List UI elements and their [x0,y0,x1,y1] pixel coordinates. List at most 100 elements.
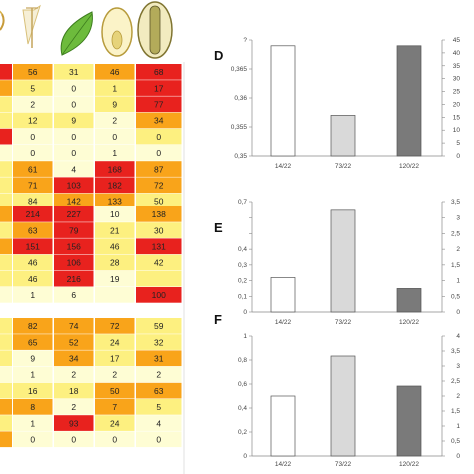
panel-label: F [214,312,222,327]
bar [396,385,422,457]
x-tick-label: 14/22 [275,163,292,170]
heatmap-cell [0,177,12,194]
heatmap-cell [95,270,135,287]
y-tick-label: 0,365 [231,66,248,73]
heatmap-cell-value: 7 [112,402,117,412]
heatmap-cell [0,238,12,255]
heatmap-cell [136,177,182,194]
heatmap-cell [95,145,135,161]
y2-tick-label: 0 [456,309,460,316]
heatmap-cell [13,80,53,96]
heatmap-cell [54,399,94,415]
heatmap-cell-value: 4 [156,418,161,428]
heatmap-cell [95,64,135,80]
heatmap-cell-value: 2 [71,402,76,412]
heatmap-cell [0,350,12,367]
y2-tick-label: 3,5 [451,348,460,355]
heatmap-cell-value: 32 [154,337,164,347]
y-tick-label: 0,7 [238,199,247,206]
heatmap-cell [54,128,94,145]
heatmap-cell [0,415,12,431]
heatmap-cell-value: 0 [30,148,35,158]
y2-tick-label: 10 [453,127,461,134]
y2-tick-label: 0,5 [451,438,460,445]
heatmap-cell [13,366,53,383]
heatmap-cell-value: 61 [28,164,38,174]
bar [330,355,356,457]
bar [396,288,422,313]
y2-tick-label: 30 [453,76,461,83]
y-tick-label: 0,36 [234,95,247,102]
y2-tick-label: 2 [456,246,460,253]
heatmap-cell [136,366,182,383]
heatmap-cell-value: 24 [110,418,120,428]
heatmap-cell [54,415,94,431]
leaf-icon [60,11,93,56]
heatmap-cell [54,193,94,210]
heatmap-cell [136,350,182,367]
x-tick-label: 14/22 [275,461,292,468]
heatmap-cell-value: 16 [28,386,38,396]
heatmap-cell-value: 72 [110,321,120,331]
heatmap-cell-value: 17 [110,354,120,364]
heatmap-cell-value: 5 [156,402,161,412]
heatmap-cell-value: 10 [110,209,120,219]
x-tick-label: 73/22 [335,461,352,468]
heatmap-cell-value: 0 [156,132,161,142]
heatmap-cell-value: 142 [67,197,81,207]
y2-tick-label: 1 [456,278,460,285]
y2-tick-label: 1,5 [451,408,460,415]
heatmap-cell-value: 9 [71,116,76,126]
heatmap-cell [54,287,94,303]
y-tick-label: 0,2 [238,278,247,285]
heatmap-cell-value: 28 [110,258,120,268]
heatmap-cell [0,382,12,399]
heatmap-cell-value: 1 [112,83,117,93]
heatmap-cell [13,415,53,431]
heatmap-cell-value: 63 [154,386,164,396]
heatmap-cell [95,366,135,383]
heatmap-cell-value: 46 [28,258,38,268]
heatmap-cell-value: 72 [154,181,164,191]
y-tick-label: 0,2 [238,429,247,436]
heatmap-cell [13,254,53,271]
heatmap-cell [13,287,53,303]
heatmap-cell [0,318,12,334]
heatmap-cell [54,145,94,161]
heatmap-cell-value: 2 [112,370,117,380]
heatmap-cell-value: 68 [154,67,164,77]
heatmap-cell [0,145,12,161]
bar [330,115,356,157]
heatmap-cell-value: 93 [69,418,79,428]
heatmap-cell [54,366,94,383]
y-tick-label: 0,355 [231,124,248,131]
y2-tick-label: 20 [453,101,461,108]
heatmap-cell-value: 30 [154,225,164,235]
heatmap-cell-value: 106 [67,258,81,268]
heatmap-cell-value: 63 [28,225,38,235]
heatmap-cell [95,382,135,399]
heatmap-cell [13,334,53,350]
heatmap-cell-value: 151 [26,242,40,252]
heatmap-cell-value: 46 [110,67,120,77]
x-tick-label: 120/22 [399,163,419,170]
heatmap-cell [95,334,135,350]
heatmap-cell [13,350,53,367]
y-tick-label: 0 [243,309,247,316]
heatmap-cell-value: 79 [69,225,79,235]
heatmap-column-icons [0,1,173,59]
y-tick-label: 1 [243,333,247,340]
heatmap-cell-value: 87 [154,164,164,174]
heatmap-cell-value: 31 [154,354,164,364]
heatmap-cell [95,287,135,303]
x-tick-label: 14/22 [275,319,292,326]
heatmap-cell-value: 50 [110,386,120,396]
heatmap-cell-value: 56 [28,67,38,77]
heatmap-cell-value: 82 [28,321,38,331]
heatmap-cell-value: 46 [110,242,120,252]
heatmap-cell [13,431,53,448]
heatmap-cell [136,206,182,222]
heatmap-cell [13,222,53,238]
heatmap-cell-value: 214 [26,209,40,219]
